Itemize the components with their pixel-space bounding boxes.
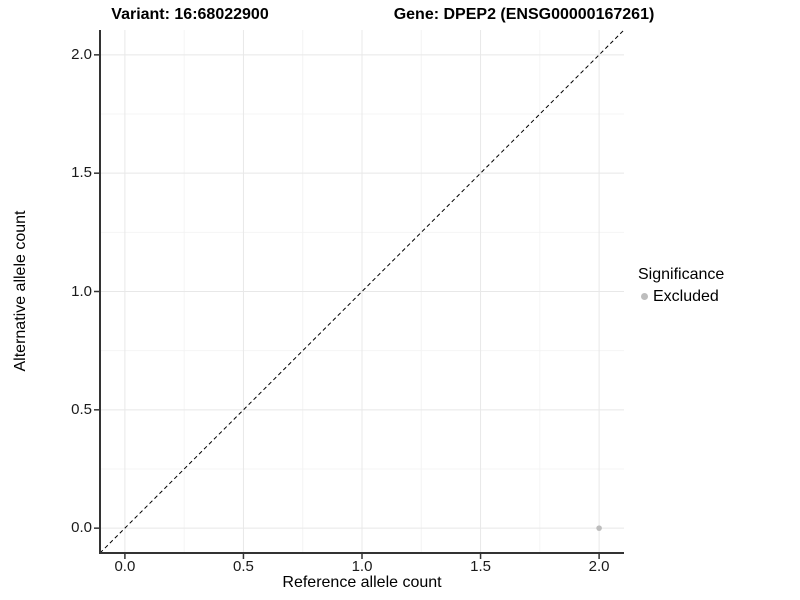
x-tick-label: 2.0: [588, 558, 610, 575]
plot-title-gene: Gene: DPEP2 (ENSG00000167261): [393, 6, 655, 23]
plot-title-variant: Variant: 16:68022900: [111, 6, 269, 23]
y-tick-label: 0.5: [71, 400, 92, 418]
x-axis-title: Reference allele count: [282, 574, 442, 591]
x-tick-label: 0.0: [114, 558, 136, 575]
legend-item-label: Excluded: [653, 288, 719, 305]
y-tick-label: 0.0: [71, 519, 92, 537]
x-tick-label: 1.5: [470, 558, 491, 575]
data-point-excluded: [596, 525, 602, 531]
y-tick-label: 2.0: [71, 45, 92, 63]
y-tick-label: 1.0: [71, 282, 92, 300]
legend-title: Significance: [638, 266, 725, 283]
x-tick-label: 1.0: [351, 558, 373, 575]
y-tick-label: 1.5: [71, 164, 92, 182]
identity-reference-line: [99, 29, 625, 554]
x-tick-label: 0.5: [233, 558, 254, 575]
legend-item-excluded: Excluded: [638, 287, 724, 306]
excluded-point-icon: [641, 293, 648, 300]
legend: Significance Excluded: [638, 265, 724, 306]
